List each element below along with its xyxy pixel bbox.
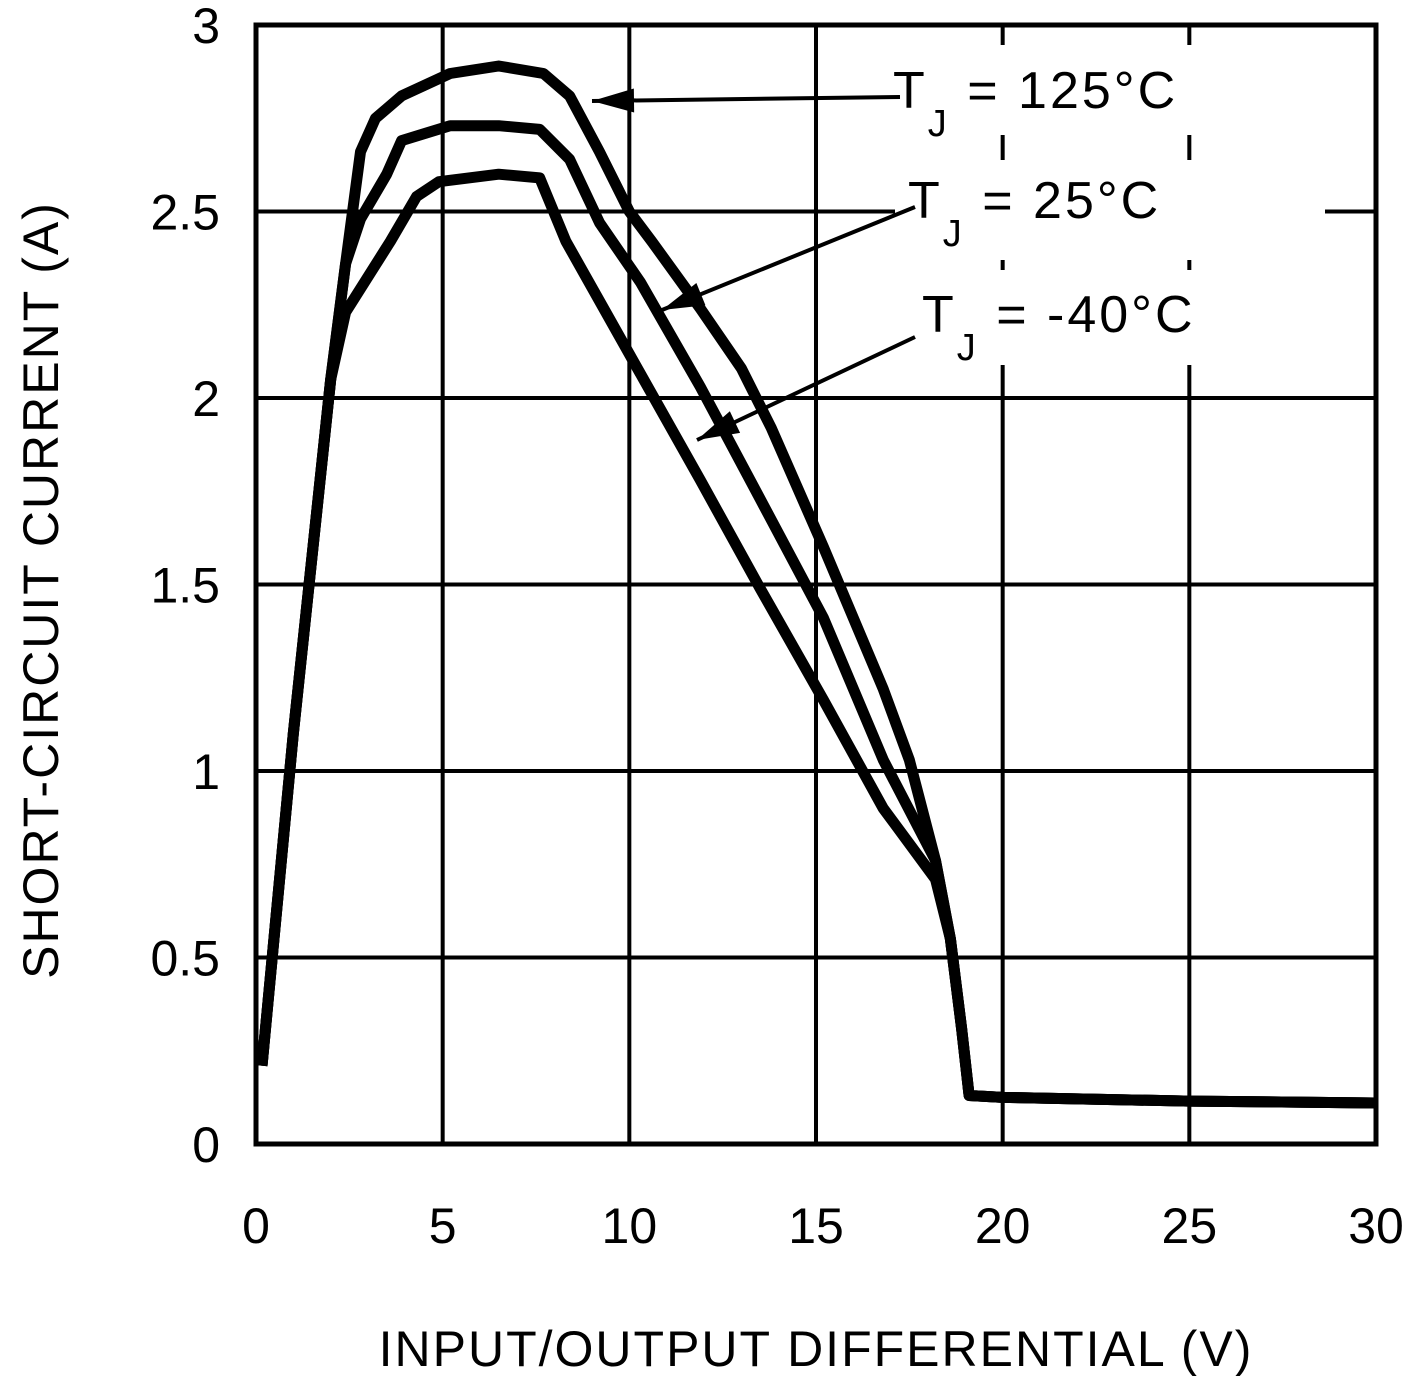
annotation-rest: = 125°C xyxy=(950,62,1178,120)
x-axis-label: INPUT/OUTPUT DIFFERENTIAL (V) xyxy=(379,1321,1254,1376)
annotation-rest: = -40°C xyxy=(979,286,1196,344)
annotation-label: TJ = 25°C xyxy=(908,172,1161,255)
curves xyxy=(256,60,1377,1109)
y-tick-labels: 0 0.5 1 1.5 2 2.5 3 xyxy=(150,0,220,1173)
annotation-background xyxy=(905,270,1305,365)
y-tick-label: 1.5 xyxy=(150,558,220,614)
annotation-label: TJ = 125°C xyxy=(893,62,1178,145)
y-tick-label: 2 xyxy=(192,371,220,427)
annotation-background xyxy=(895,160,1325,260)
annotation-arrowhead xyxy=(662,283,706,310)
x-tick-label: 10 xyxy=(602,1198,658,1254)
annotation-subscript: J xyxy=(928,103,950,145)
annotation-background xyxy=(885,45,1285,135)
annotation-subscript: J xyxy=(943,213,965,255)
x-tick-label: 20 xyxy=(975,1198,1031,1254)
y-axis-label: SHORT-CIRCUIT CURRENT (A) xyxy=(13,201,69,979)
annotation-rest: = 25°C xyxy=(965,172,1161,230)
annotation-arrowhead xyxy=(697,411,741,440)
y-tick-label: 1 xyxy=(192,744,220,800)
annotation-arrowhead xyxy=(592,88,635,113)
annotation-t: T xyxy=(922,286,957,344)
plot-frame xyxy=(253,22,1379,1147)
annotation-t: T xyxy=(893,62,928,120)
annotations: TJ = 125°CTJ = 25°CTJ = -40°C xyxy=(591,45,1325,442)
x-tick-label: 5 xyxy=(429,1198,457,1254)
annotation-arrow-line xyxy=(591,95,901,103)
x-tick-label: 15 xyxy=(788,1198,844,1254)
x-tick-labels: 0 5 10 15 20 25 30 xyxy=(242,1198,1404,1254)
annotation-label: TJ = -40°C xyxy=(922,286,1196,369)
x-tick-label: 0 xyxy=(242,1198,270,1254)
series-line xyxy=(256,168,1377,1109)
annotation-subscript: J xyxy=(957,327,979,369)
y-tick-label: 2.5 xyxy=(150,185,220,241)
x-tick-label: 30 xyxy=(1348,1198,1404,1254)
y-tick-label: 3 xyxy=(192,0,220,54)
annotation-arrow-line xyxy=(661,205,916,312)
annotation-t: T xyxy=(908,172,943,230)
x-tick-label: 25 xyxy=(1162,1198,1218,1254)
y-tick-label: 0.5 xyxy=(150,931,220,987)
y-tick-label: 0 xyxy=(192,1117,220,1173)
